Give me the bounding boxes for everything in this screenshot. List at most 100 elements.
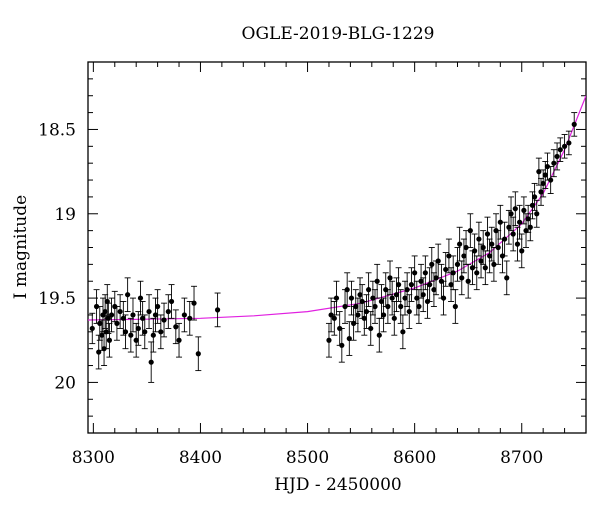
data-marker bbox=[446, 253, 452, 259]
data-marker bbox=[353, 303, 359, 310]
chart-title: OGLE-2019-BLG-1229 bbox=[242, 24, 435, 44]
data-point bbox=[191, 285, 198, 321]
data-point bbox=[557, 137, 564, 162]
data-marker bbox=[370, 295, 376, 301]
x-axis-title: HJD - 2450000 bbox=[274, 475, 402, 495]
data-marker bbox=[514, 241, 521, 247]
data-marker bbox=[137, 295, 144, 301]
data-point bbox=[129, 297, 136, 333]
data-marker bbox=[181, 312, 187, 318]
y-axis-title: I magnitude bbox=[11, 195, 31, 299]
plot-frame bbox=[87, 61, 587, 434]
data-point bbox=[148, 341, 155, 383]
data-marker bbox=[548, 177, 554, 183]
data-marker bbox=[158, 329, 164, 335]
data-point bbox=[357, 277, 364, 313]
data-point bbox=[435, 243, 442, 279]
data-marker bbox=[476, 236, 482, 242]
data-point bbox=[420, 277, 427, 313]
data-marker bbox=[391, 315, 397, 321]
data-marker bbox=[502, 236, 508, 242]
data-marker bbox=[557, 147, 563, 153]
data-marker bbox=[357, 292, 363, 298]
data-marker bbox=[380, 312, 387, 318]
data-point bbox=[480, 230, 487, 265]
data-marker bbox=[506, 224, 512, 230]
data-marker bbox=[519, 248, 525, 254]
data-marker bbox=[489, 241, 495, 247]
data-point bbox=[471, 233, 478, 269]
data-point bbox=[181, 297, 188, 333]
data-point bbox=[454, 247, 461, 282]
y-tick-label: 19.5 bbox=[38, 289, 76, 309]
data-marker bbox=[510, 231, 516, 237]
data-point bbox=[146, 294, 153, 329]
data-marker bbox=[135, 325, 141, 332]
data-point bbox=[565, 130, 572, 156]
data-point bbox=[561, 134, 568, 159]
data-point bbox=[467, 213, 474, 248]
data-marker bbox=[378, 298, 385, 305]
y-tick-label: 18.5 bbox=[38, 120, 76, 140]
data-marker bbox=[457, 241, 463, 247]
data-point bbox=[571, 112, 578, 137]
data-marker bbox=[525, 216, 531, 222]
data-point bbox=[404, 272, 411, 307]
data-point bbox=[426, 267, 433, 302]
data-point bbox=[176, 322, 183, 358]
data-point bbox=[547, 166, 554, 194]
data-point bbox=[465, 263, 472, 299]
data-marker bbox=[487, 253, 493, 259]
data-marker bbox=[400, 329, 406, 335]
data-marker bbox=[452, 303, 458, 310]
data-marker bbox=[125, 292, 131, 298]
x-tick-label: 8500 bbox=[286, 448, 329, 468]
data-marker bbox=[376, 332, 382, 338]
data-marker bbox=[561, 143, 568, 149]
data-point bbox=[397, 289, 404, 324]
data-marker bbox=[540, 180, 546, 187]
data-marker bbox=[214, 307, 221, 313]
data-marker bbox=[474, 270, 480, 276]
data-point bbox=[93, 289, 100, 324]
data-point bbox=[186, 301, 193, 336]
data-marker bbox=[102, 308, 108, 315]
data-marker bbox=[398, 303, 404, 310]
data-marker bbox=[538, 189, 544, 195]
data-marker bbox=[142, 329, 148, 335]
data-point bbox=[484, 216, 491, 252]
data-marker bbox=[571, 121, 577, 127]
data-marker bbox=[408, 282, 415, 288]
data-marker bbox=[440, 295, 447, 301]
data-marker bbox=[566, 140, 572, 146]
data-marker bbox=[106, 337, 113, 343]
data-point bbox=[137, 280, 144, 316]
data-marker bbox=[117, 308, 123, 315]
data-marker bbox=[133, 337, 139, 343]
data-marker bbox=[402, 295, 408, 301]
data-point bbox=[98, 319, 105, 351]
tick-labels-layer: 8300 8400 8500 8600 8700 18.5 19 19.5 20 bbox=[38, 120, 543, 468]
data-point bbox=[157, 314, 164, 350]
data-marker bbox=[450, 270, 456, 276]
data-marker bbox=[339, 342, 345, 348]
data-marker bbox=[508, 211, 514, 217]
data-point bbox=[533, 199, 540, 228]
data-point bbox=[135, 311, 142, 346]
data-point bbox=[442, 252, 449, 287]
data-point bbox=[501, 221, 508, 257]
data-marker bbox=[443, 266, 449, 273]
data-marker bbox=[454, 261, 461, 267]
data-point bbox=[452, 289, 459, 324]
data-marker bbox=[512, 206, 518, 212]
y-tick-label: 20 bbox=[54, 373, 76, 393]
data-point bbox=[344, 272, 351, 307]
data-point bbox=[89, 312, 96, 345]
data-point bbox=[333, 280, 340, 316]
data-marker bbox=[365, 287, 372, 293]
data-marker bbox=[89, 325, 95, 332]
data-point bbox=[402, 280, 409, 316]
data-point bbox=[105, 302, 112, 334]
data-point bbox=[108, 297, 115, 333]
